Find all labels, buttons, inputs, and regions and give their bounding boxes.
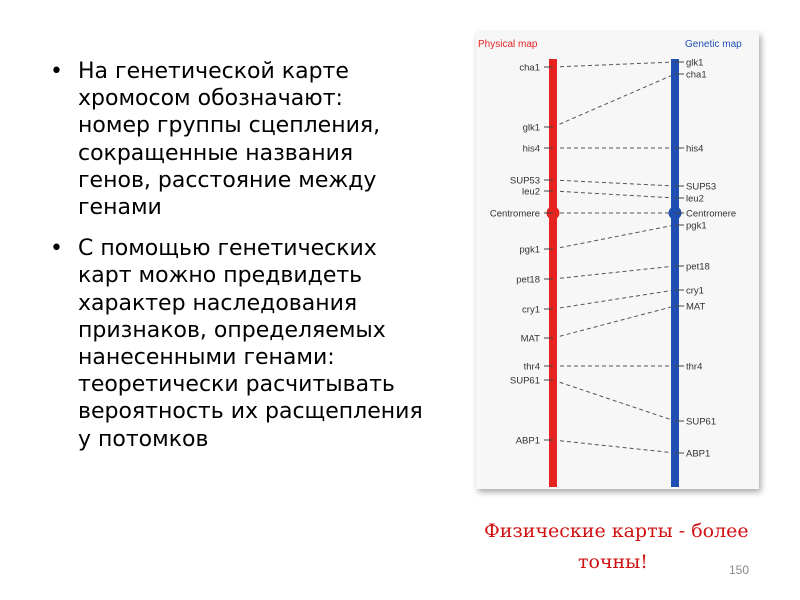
physical-gene-label-thr4: thr4 — [524, 362, 540, 373]
genetic-gene-label-thr4: thr4 — [686, 362, 702, 373]
bullet-2-line-5: нанесенными генами: — [78, 345, 335, 371]
bullet-1-line-1: На генетической карте — [78, 59, 349, 84]
bullet-2-line-4: признаков, определяемых — [78, 317, 386, 343]
genetic-gene-label-mat: MAT — [686, 302, 706, 313]
page-number: 150 — [729, 563, 750, 577]
physical-gene-label-his4: his4 — [523, 144, 540, 155]
chromosome-map-svg: Physical map Genetic map cha1glk1his4SUP… — [478, 39, 742, 487]
connector-line-glk1 — [552, 73, 676, 128]
bullet-1-line-3: номер группы сцепления, — [78, 113, 381, 139]
genetic-gene-label-pgk1: pgk1 — [686, 221, 707, 232]
caption-line-1: Физические карты - более — [484, 520, 749, 542]
physical-gene-label-pgk1: pgk1 — [519, 245, 540, 256]
physical-gene-label-cha1: cha1 — [519, 63, 540, 74]
genetic-gene-label-glk1: glk1 — [686, 58, 703, 69]
bullet-list: • На генетической карте хромосом обознач… — [48, 58, 458, 467]
bullet-2-line-6: теоретически расчитывать — [78, 372, 395, 398]
physical-map-title: Physical map — [478, 39, 538, 50]
connector-line-cry1 — [552, 289, 676, 310]
physical-gene-label-abp1: ABP1 — [516, 436, 540, 447]
connector-line-sup53 — [552, 179, 676, 187]
connector-line-cha1 — [552, 61, 676, 68]
physical-gene-label-sup61: SUP61 — [510, 376, 540, 387]
bullet-dot: • — [50, 59, 63, 84]
caption-line-2: точны! — [578, 551, 648, 573]
bullet-2-line-1: С помощью генетических — [78, 236, 377, 262]
connector-line-pgk1 — [552, 224, 676, 250]
bullet-1-line-2: хромосом обозначают: — [78, 86, 343, 112]
physical-gene-label-pet18: pet18 — [516, 275, 540, 286]
genetic-gene-label-his4: his4 — [686, 144, 703, 155]
bullet-1-line-4: сокращенные названия — [78, 140, 354, 166]
physical-gene-label-leu2: leu2 — [522, 187, 540, 198]
bullet-2-line-2: карт можно предвидеть — [78, 263, 363, 289]
genetic-map-title: Genetic map — [685, 39, 742, 50]
genetic-gene-label-leu2: leu2 — [686, 194, 704, 205]
genetic-gene-label-cha1: cha1 — [686, 70, 707, 81]
genetic-gene-label-sup61: SUP61 — [686, 417, 716, 428]
physical-gene-label-centromere: Centromere — [490, 209, 540, 220]
bullet-item-1: • На генетической карте хромосом обознач… — [48, 58, 458, 221]
physical-gene-label-glk1: glk1 — [523, 123, 540, 134]
bullet-dot: • — [50, 236, 63, 262]
connector-line-mat — [552, 305, 676, 339]
connector-line-sup61 — [552, 379, 676, 422]
genetic-gene-label-abp1: ABP1 — [686, 449, 710, 460]
physical-gene-label-sup53: SUP53 — [510, 176, 540, 187]
connector-line-leu2 — [552, 190, 676, 199]
bullet-1-line-5: генов, расстояние между — [78, 167, 377, 193]
chromosome-map-figure: Physical map Genetic map cha1 glk1 his4 SUP… — [476, 32, 759, 489]
genetic-gene-label-pet18: pet18 — [686, 262, 710, 273]
bullet-1-line-6: генами — [78, 195, 162, 221]
genetic-gene-label-centromere: Centromere — [686, 209, 736, 220]
physical-gene-label-cry1: cry1 — [522, 305, 540, 316]
physical-gene-label-mat: MAT — [521, 334, 541, 345]
genetic-gene-label-sup53: SUP53 — [686, 182, 716, 193]
bullet-item-2: • С помощью генетических карт можно пред… — [48, 235, 458, 453]
connector-line-pet18 — [552, 265, 676, 280]
connector-line-abp1 — [552, 439, 676, 454]
bullet-2-line-3: характер наследования — [78, 290, 358, 316]
bullet-2-line-7: вероятность их расщепления — [78, 399, 423, 425]
genetic-gene-label-cry1: cry1 — [686, 286, 704, 297]
bullet-2-line-8: у потомков — [78, 426, 209, 452]
